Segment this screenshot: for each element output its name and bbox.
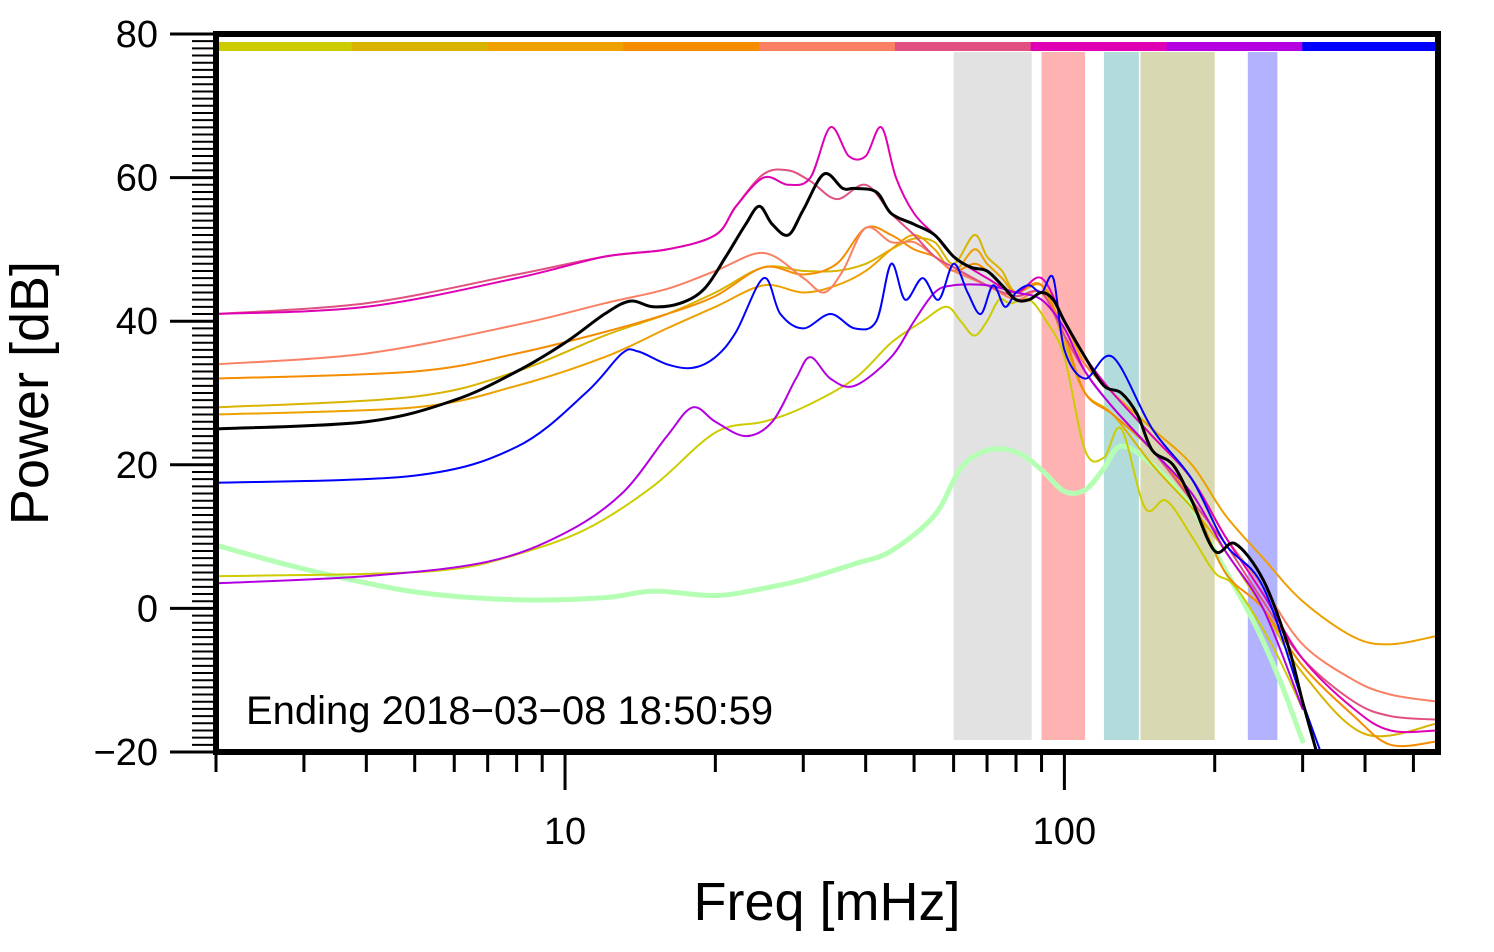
plot-frame [213, 31, 1441, 755]
top-bar-segment-5 [894, 42, 1032, 51]
series-line-dark-orange [216, 225, 1438, 748]
timestamp-annotation: Ending 2018−03−08 18:50:59 [246, 689, 773, 733]
series-line-mean [216, 172, 1319, 752]
x-tick-label: 10 [544, 811, 586, 853]
series-line-magenta [216, 126, 1438, 734]
top-bar-segment-0 [216, 42, 353, 51]
x-axis-title: Freq [mHz] [693, 872, 960, 932]
series-line-yellow-green [216, 297, 1304, 710]
y-tick-label: 80 [116, 14, 158, 56]
y-tick-label: −20 [94, 732, 158, 774]
y-tick-label: 60 [116, 158, 158, 200]
band-2 [1103, 52, 1139, 740]
x-axis-ticks: 10 100 [214, 752, 1415, 853]
series-line-orange [216, 234, 1438, 646]
band-0 [953, 52, 1032, 740]
band-1 [1041, 52, 1086, 740]
y-tick-label: 0 [137, 588, 158, 630]
top-bar-segment-3 [623, 42, 760, 51]
y-tick-label: 40 [116, 301, 158, 343]
top-bar-segment-2 [487, 42, 624, 51]
top-bar-segment-7 [1166, 42, 1303, 51]
top-bar-segment-1 [351, 42, 489, 51]
top-color-bar [216, 42, 1439, 51]
top-bar-segment-4 [759, 42, 896, 51]
band-3 [1140, 52, 1215, 740]
top-bar-segment-8 [1302, 42, 1439, 51]
y-tick-label: 20 [116, 445, 158, 487]
y-axis-title: Power [dB] [0, 261, 60, 525]
series-line-blue [216, 262, 1322, 752]
series-lines [216, 126, 1438, 752]
plot-background [216, 34, 1438, 752]
x-tick-label: 100 [1033, 811, 1096, 853]
series-line-purple [216, 283, 1304, 710]
frequency-bands [953, 52, 1278, 740]
y-axis-ticks: 80 60 40 20 0 −20 [94, 14, 216, 774]
top-bar-segment-6 [1030, 42, 1167, 51]
